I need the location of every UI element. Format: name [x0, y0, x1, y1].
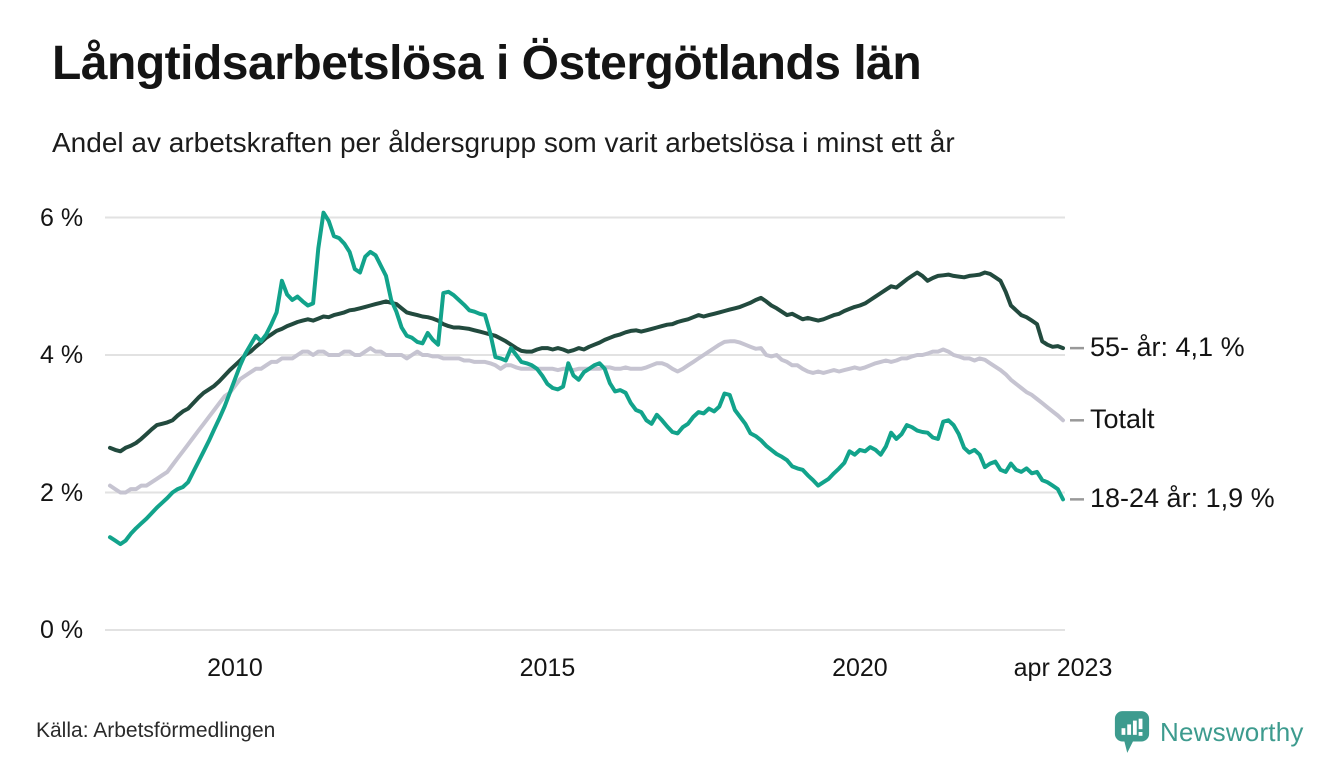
series-end-label-totalt: Totalt	[1090, 403, 1155, 436]
y-tick-label: 0 %	[40, 616, 84, 644]
series-line-55- år	[108, 270, 1065, 454]
series-end-label-55: 55- år: 4,1 %	[1090, 331, 1245, 364]
brand-name: Newsworthy	[1160, 716, 1304, 747]
x-tick-label: 2020	[832, 654, 888, 682]
x-tick-label: 2010	[207, 654, 263, 682]
y-tick-label: 6 %	[40, 203, 84, 232]
series-end-label-text: 55- år: 4,1 %	[1090, 332, 1245, 363]
series-end-label-text: 18-24 år: 1,9 %	[1090, 483, 1275, 514]
y-tick-label: 4 %	[40, 341, 84, 369]
source-note: Källa: Arbetsförmedlingen	[36, 719, 276, 742]
y-tick-label: 2 %	[40, 478, 84, 507]
newsworthy-logo-icon	[1114, 711, 1150, 753]
page-title: Långtidsarbetslösa i Östergötlands län	[52, 37, 922, 90]
x-tick-label: apr 2023	[1013, 654, 1113, 682]
series-end-label-text: Totalt	[1090, 404, 1155, 435]
x-tick-label: 2015	[519, 654, 576, 682]
series-line-Totalt	[108, 339, 1065, 495]
brand: Newsworthy	[1113, 710, 1304, 754]
series-line-18-24 år	[108, 210, 1065, 547]
series-end-label-18-24: 18-24 år: 1,9 %	[1090, 482, 1275, 515]
chart-subtitle: Andel av arbetskraften per åldersgrupp s…	[52, 127, 955, 158]
